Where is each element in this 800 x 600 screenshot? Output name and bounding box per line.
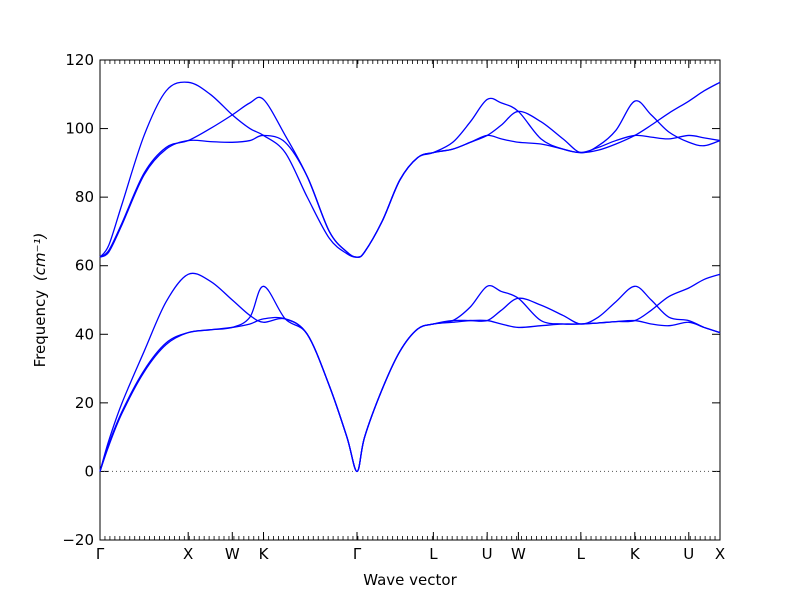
y-axis-title-text: Frequency bbox=[31, 290, 49, 368]
band-line-5 bbox=[99, 81, 721, 258]
x-tick-label: K bbox=[259, 545, 270, 563]
x-axis-title: Wave vector bbox=[363, 571, 457, 589]
plot-area-frame bbox=[99, 59, 721, 541]
y-tick-label: 120 bbox=[65, 51, 94, 69]
band-line-1 bbox=[99, 272, 721, 473]
y-axis-title: Frequency (cm⁻¹) bbox=[31, 233, 49, 368]
y-tick-label: 80 bbox=[75, 188, 94, 206]
x-tick-label: X bbox=[715, 545, 725, 563]
x-tick-label: U bbox=[683, 545, 694, 563]
y-axis-title-unit: (cm⁻¹) bbox=[31, 233, 49, 282]
y-tick-label: 100 bbox=[65, 120, 94, 138]
y-tick-label: 20 bbox=[75, 394, 94, 412]
y-tick-label: 60 bbox=[75, 257, 94, 275]
x-tick-label: X bbox=[183, 545, 193, 563]
x-tick-label: Γ bbox=[96, 545, 105, 563]
x-tick-label: W bbox=[511, 545, 526, 563]
x-tick-label: L bbox=[429, 545, 438, 563]
band-line-3 bbox=[99, 316, 721, 473]
band-line-4 bbox=[99, 81, 721, 258]
band-line-2 bbox=[99, 273, 721, 473]
x-tick-label: Γ bbox=[353, 545, 362, 563]
band-line-6 bbox=[99, 134, 721, 258]
tick-marks bbox=[99, 59, 721, 541]
y-tick-labels: −20 0 20 40 60 80 100 120 bbox=[62, 51, 94, 549]
x-tick-label: W bbox=[225, 545, 240, 563]
band-lines bbox=[99, 81, 721, 473]
y-tick-label: 40 bbox=[75, 325, 94, 343]
y-tick-label: −20 bbox=[62, 531, 94, 549]
x-tick-label: U bbox=[482, 545, 493, 563]
y-tick-label: 0 bbox=[84, 462, 94, 480]
x-tick-label: K bbox=[630, 545, 641, 563]
x-tick-label: L bbox=[577, 545, 586, 563]
